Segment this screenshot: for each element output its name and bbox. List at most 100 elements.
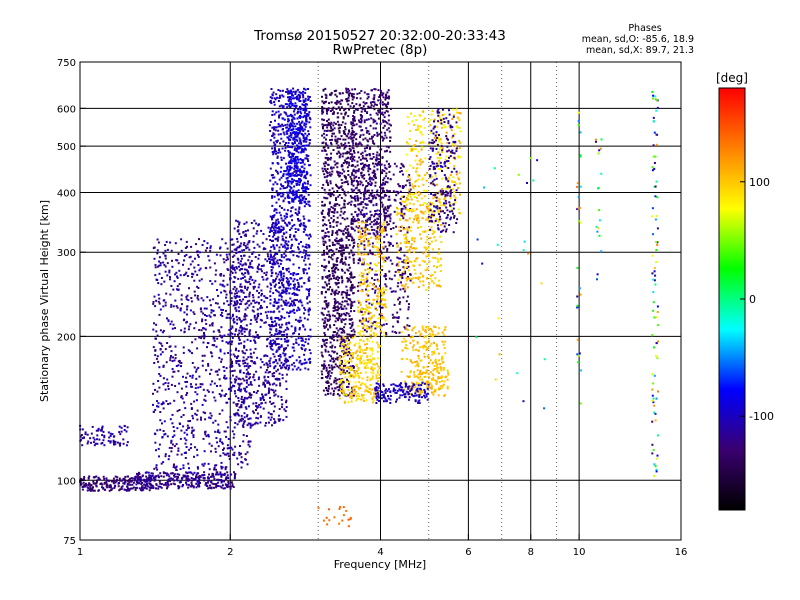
data-point [274, 333, 277, 336]
data-point [304, 367, 307, 370]
data-point [299, 316, 302, 319]
data-point [126, 441, 129, 444]
data-point [173, 434, 176, 437]
data-point [336, 318, 339, 320]
data-point [289, 233, 292, 236]
data-point [281, 235, 284, 238]
data-point [138, 477, 141, 480]
data-point [294, 208, 297, 211]
data-point [202, 411, 205, 414]
data-point [329, 110, 332, 112]
data-point [373, 96, 376, 99]
data-point [283, 111, 286, 114]
data-point [353, 151, 356, 154]
data-point [218, 331, 221, 334]
data-point [269, 418, 272, 421]
data-point [304, 148, 307, 151]
data-point [287, 173, 290, 176]
data-point [299, 171, 302, 174]
data-point [86, 489, 89, 492]
data-point [261, 241, 264, 244]
data-point [265, 274, 268, 276]
data-point [297, 147, 300, 150]
data-point [282, 95, 285, 98]
data-point [255, 320, 258, 323]
data-point [351, 129, 354, 132]
data-point [221, 409, 224, 412]
data-point [322, 216, 325, 218]
data-point [303, 249, 306, 252]
data-point [278, 414, 280, 417]
data-point [155, 299, 158, 302]
data-point [243, 254, 245, 257]
data-point [242, 351, 245, 354]
data-point [191, 260, 194, 263]
data-point [293, 193, 296, 196]
data-point [382, 181, 385, 184]
data-point [269, 262, 271, 264]
data-point [344, 352, 347, 354]
data-point [179, 481, 182, 484]
data-point [165, 400, 168, 403]
data-point [177, 288, 180, 291]
data-point [188, 467, 190, 470]
data-point [230, 389, 233, 392]
data-point [199, 482, 201, 484]
data-point [279, 113, 282, 116]
data-point [103, 477, 106, 480]
data-point [334, 163, 337, 166]
data-point [195, 399, 198, 402]
data-point [257, 257, 260, 260]
data-point [337, 101, 340, 104]
data-point [346, 333, 349, 336]
data-point [177, 364, 180, 367]
data-point [90, 441, 92, 444]
data-point [309, 235, 312, 238]
data-point [320, 292, 323, 295]
data-point [192, 479, 195, 482]
data-point [298, 183, 301, 186]
data-point [92, 436, 95, 439]
data-point [172, 478, 174, 481]
data-point [186, 477, 189, 480]
data-point [283, 215, 286, 218]
data-point [300, 346, 303, 349]
data-point [93, 489, 96, 492]
data-point [268, 124, 271, 127]
data-point [387, 190, 390, 193]
data-point [327, 213, 329, 216]
data-point [327, 211, 330, 214]
data-point [279, 187, 282, 190]
data-point [167, 385, 170, 388]
data-point [279, 384, 282, 387]
data-point [204, 394, 207, 397]
data-point [285, 162, 287, 165]
data-point [266, 366, 269, 369]
data-point [304, 147, 306, 150]
data-point [387, 97, 390, 100]
data-point [285, 280, 288, 283]
data-point [170, 320, 173, 323]
data-point [252, 351, 255, 354]
data-point [136, 479, 139, 482]
data-point [196, 393, 199, 396]
data-point [328, 208, 331, 211]
data-point [219, 283, 222, 286]
data-point [300, 194, 303, 197]
data-point [352, 245, 355, 247]
data-point [157, 380, 160, 382]
data-point [326, 168, 329, 170]
data-point [349, 286, 352, 289]
data-point [303, 122, 306, 125]
data-point [274, 221, 277, 224]
data-point [340, 382, 343, 385]
data-point [305, 154, 308, 157]
data-point [280, 207, 283, 209]
data-point [158, 443, 161, 446]
data-point [327, 109, 330, 112]
data-point [342, 369, 345, 372]
data-point [377, 145, 380, 148]
data-point [151, 472, 154, 475]
data-point [159, 308, 162, 311]
data-point [163, 472, 165, 475]
